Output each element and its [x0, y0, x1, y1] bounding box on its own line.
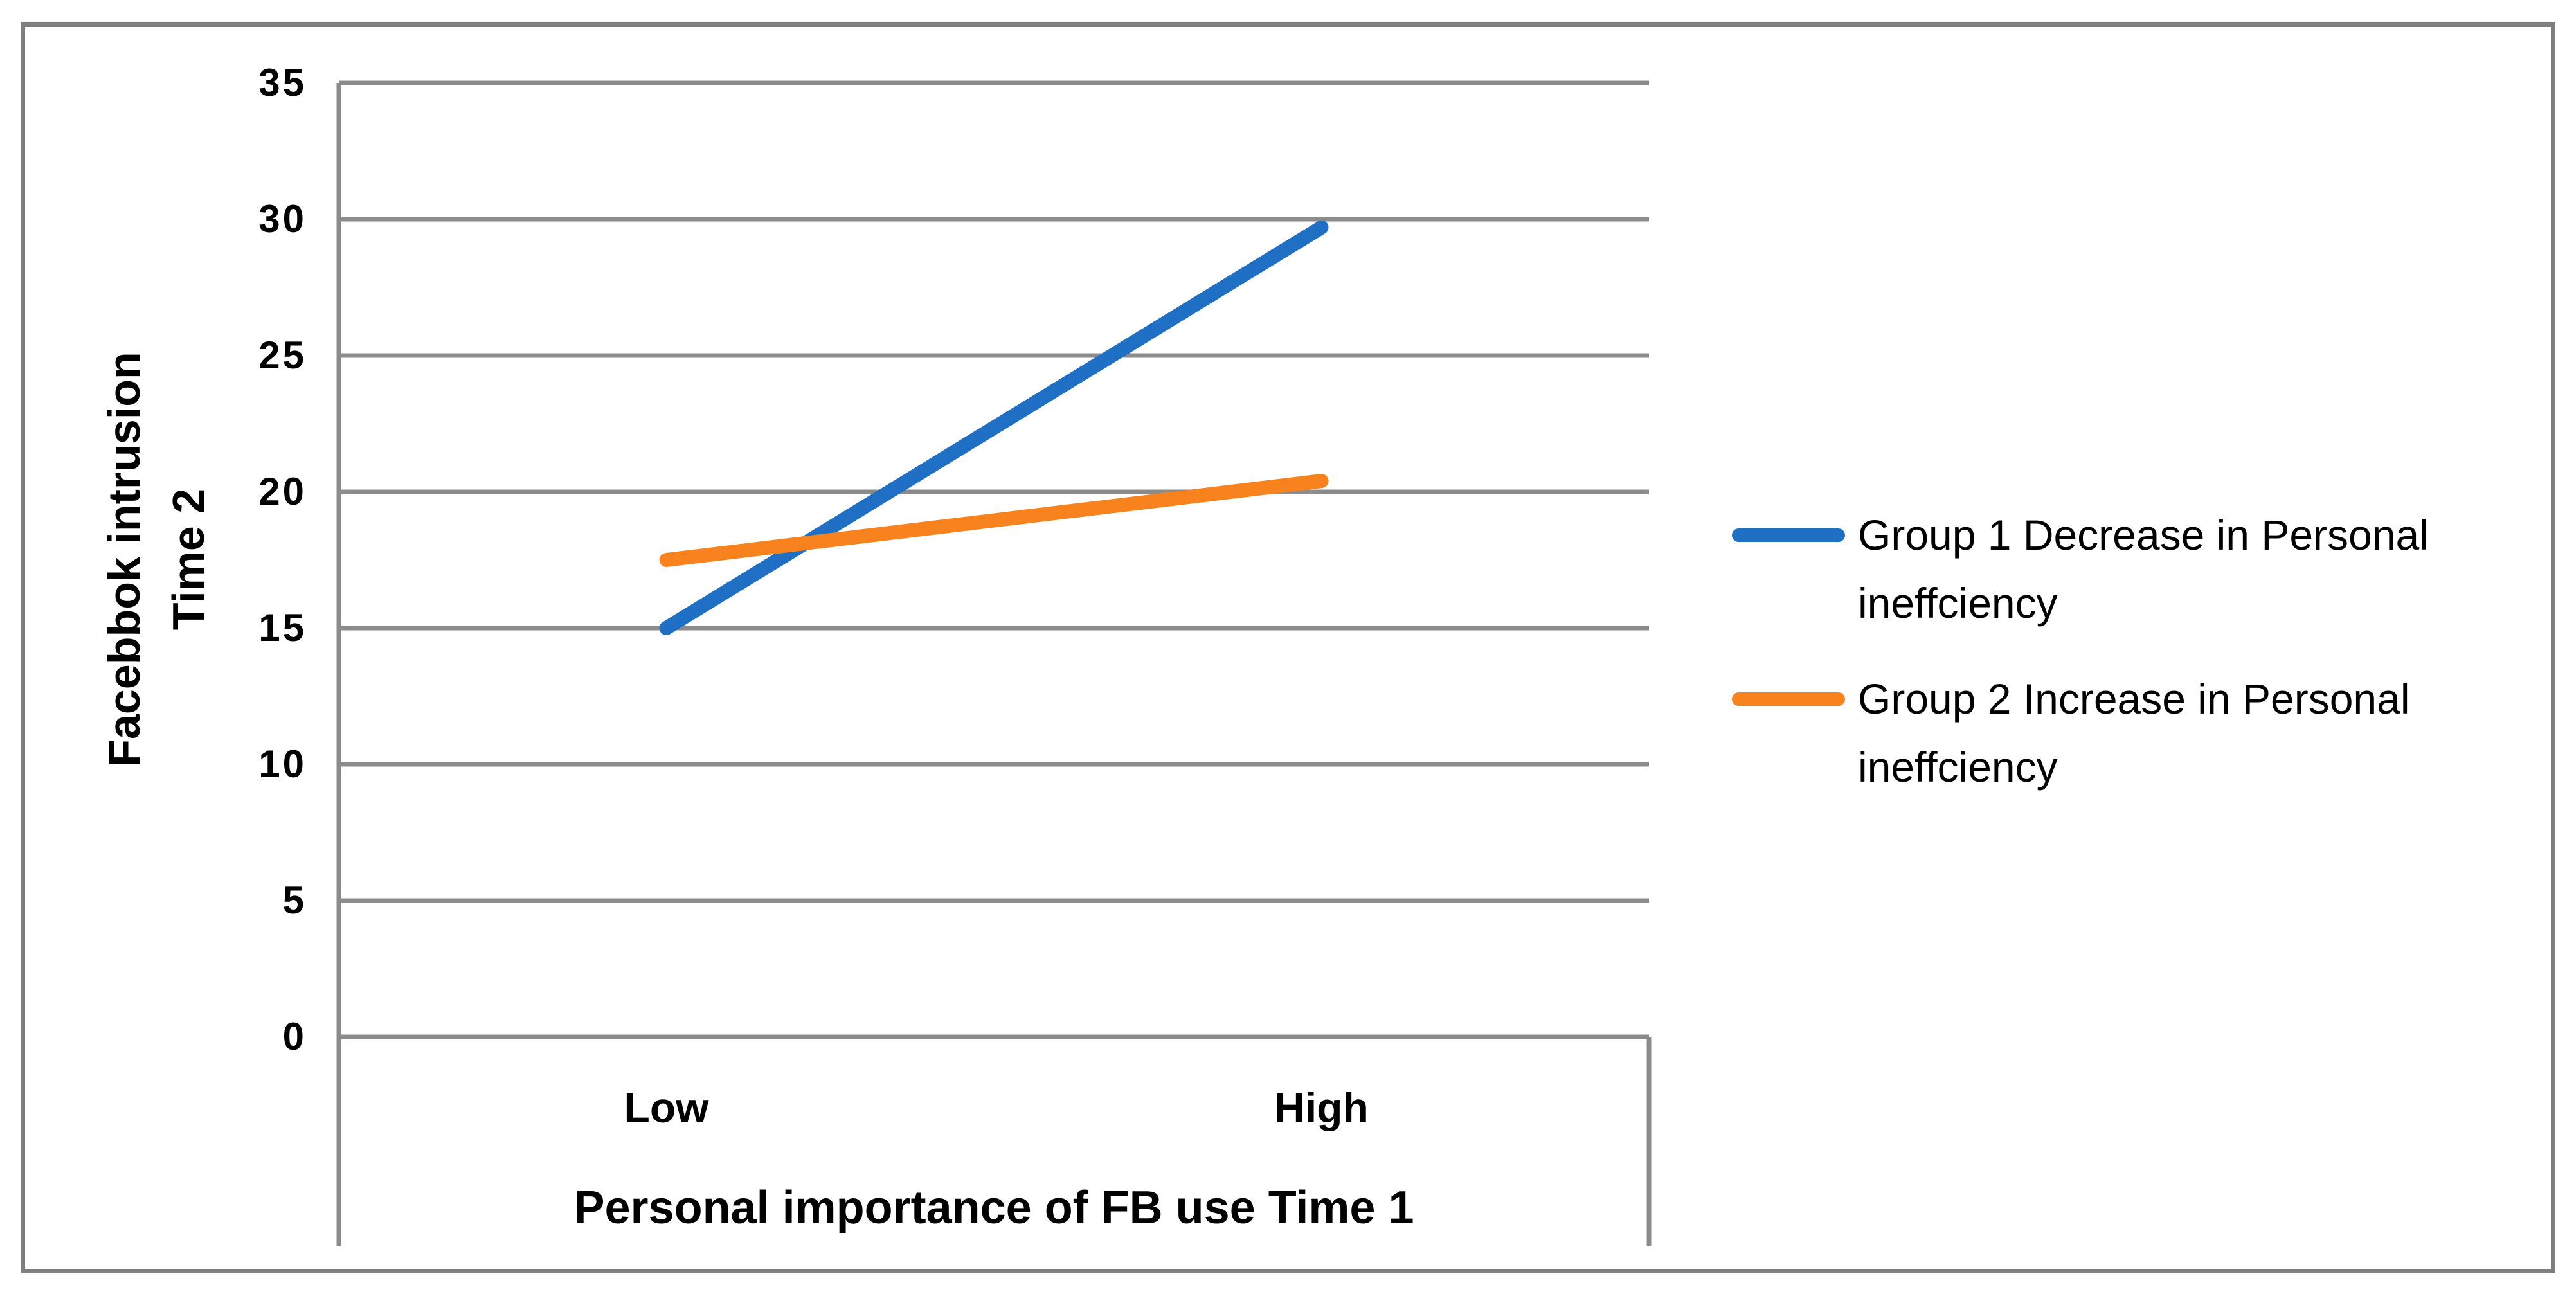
x-axis-title: Personal importance of FB use Time 1 [573, 1182, 1414, 1234]
y-tick-label-10: 10 [258, 742, 307, 786]
y-axis-title-line-2: Time 2 [163, 488, 213, 631]
y-tick-label-25: 25 [258, 334, 307, 377]
y-tick-label-35: 35 [258, 61, 307, 104]
y-axis-title-line-1: Facebbok intrusion [99, 352, 149, 767]
x-category-label-high: High [1274, 1084, 1369, 1131]
y-tick-label-5: 5 [282, 879, 307, 922]
legend-entry-2: Group 2 Increase in Personal ineffciency [1732, 665, 2555, 801]
legend: Group 1 Decrease in Personal ineffciency… [1732, 501, 2555, 829]
y-tick-label-0: 0 [282, 1015, 307, 1058]
legend-label-2: Group 2 Increase in Personal ineffciency [1858, 675, 2410, 791]
y-tick-label-20: 20 [258, 470, 307, 513]
legend-entry-1: Group 1 Decrease in Personal ineffciency [1732, 501, 2555, 637]
y-axis-title: Facebbok intrusion Time 2 [92, 45, 221, 1074]
legend-line-swatch-2 [1732, 692, 1845, 706]
y-tick-label-15: 15 [258, 606, 307, 649]
y-tick-label-30: 30 [258, 197, 307, 240]
x-category-label-low: Low [624, 1084, 709, 1131]
figure-border [21, 22, 2555, 1274]
legend-line-swatch-1 [1732, 528, 1845, 542]
series-line-1 [659, 220, 1329, 635]
series-line-2 [659, 474, 1329, 567]
legend-label-1: Group 1 Decrease in Personal ineffciency [1858, 511, 2429, 627]
